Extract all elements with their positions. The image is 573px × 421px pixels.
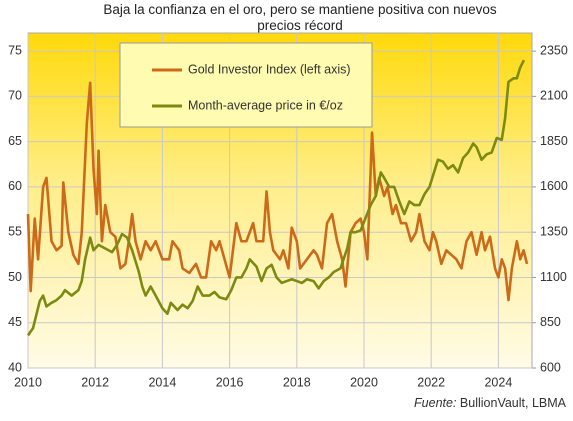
y2-tick-label: 850 <box>540 315 561 329</box>
x-tick-label: 2014 <box>148 375 176 389</box>
chart-title: Baja la confianza en el oro, pero se man… <box>103 2 497 33</box>
legend-box <box>119 42 373 128</box>
y2-tick-label: 2350 <box>540 43 568 57</box>
y2-tick-label: 2100 <box>540 89 568 103</box>
y-tick-label: 65 <box>8 134 22 148</box>
x-tick-label: 2024 <box>484 375 512 389</box>
y-tick-label: 50 <box>8 270 22 284</box>
x-tick-label: 2010 <box>14 375 42 389</box>
grid <box>27 33 532 369</box>
x-tick-label: 2018 <box>283 375 311 389</box>
y-tick-label: 55 <box>8 224 22 238</box>
source-text: BullionVault, LBMA <box>460 396 567 410</box>
legend-label: Gold Investor Index (left axis) <box>188 62 351 76</box>
y-tick-label: 45 <box>8 315 22 329</box>
y-tick-label: 60 <box>8 179 22 193</box>
y-tick-label: 70 <box>8 89 22 103</box>
lines <box>26 59 529 337</box>
x-tick-label: 2022 <box>417 375 445 389</box>
y2-tick-label: 1350 <box>540 224 568 238</box>
legend-label: Month-average price in €/oz <box>188 98 343 112</box>
series-line <box>26 81 529 302</box>
x-tick-label: 2020 <box>350 375 378 389</box>
source-label: Fuente: <box>414 396 456 410</box>
series-line <box>26 59 526 337</box>
y2-tick-label: 1850 <box>540 134 568 148</box>
y-tick-label: 40 <box>8 360 22 374</box>
y2-tick-label: 600 <box>540 360 561 374</box>
y2-tick-label: 1100 <box>540 270 567 284</box>
legend: Gold Investor Index (left axis) Month-ave… <box>119 42 373 128</box>
x-tick-label: 2012 <box>81 375 109 389</box>
source: Fuente: BullionVault, LBMA <box>414 396 567 410</box>
y-tick-label: 75 <box>8 43 22 57</box>
y2-tick-label: 1600 <box>540 179 568 193</box>
x-tick-label: 2016 <box>216 375 244 389</box>
